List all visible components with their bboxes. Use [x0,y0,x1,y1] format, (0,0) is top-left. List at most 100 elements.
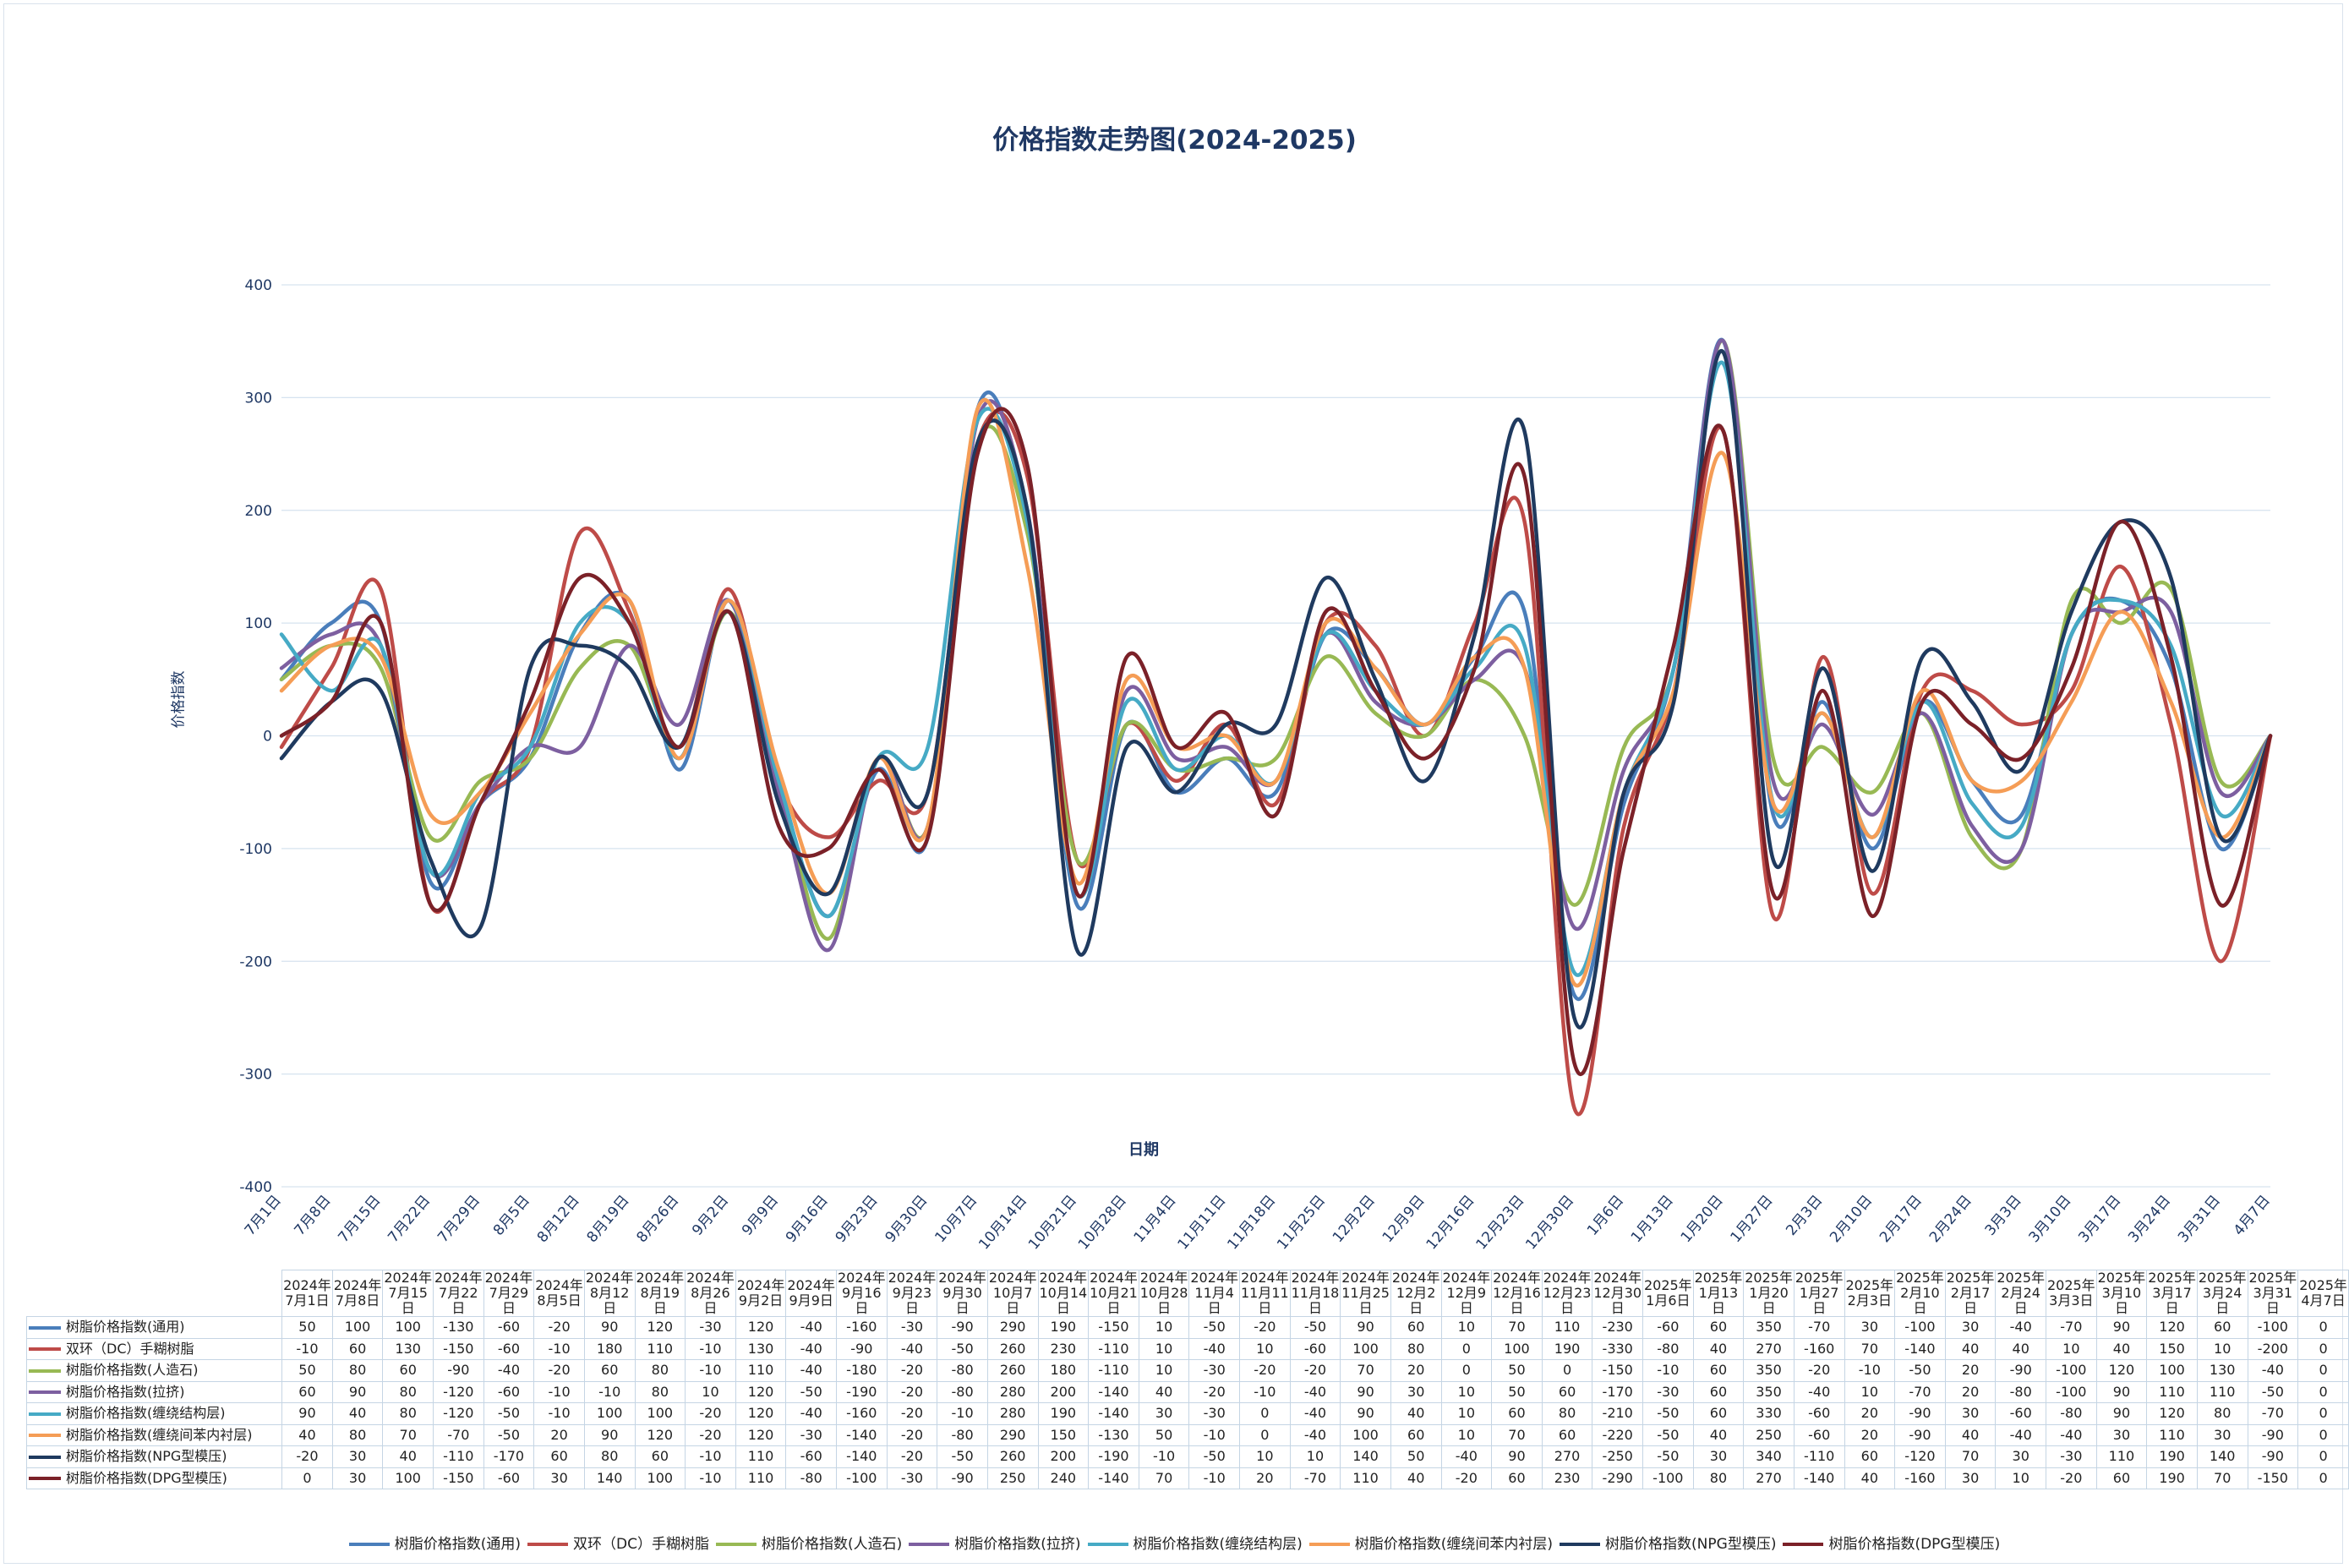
table-cell: -30 [685,1316,736,1339]
table-column-header: 2024年10月28日 [1138,1270,1190,1317]
table-cell: 50 [1491,1359,1543,1382]
x-tick-label: 12月30日 [1522,1192,1577,1253]
x-tick-label: 10月14日 [975,1192,1030,1253]
table-cell: 350 [1743,1380,1795,1403]
table-cell: -20 [886,1359,938,1382]
table-cell: 200 [1037,1445,1090,1468]
table-cell: -90 [937,1316,988,1339]
table-cell: 100 [382,1316,434,1339]
x-tick-label: 7月8日 [292,1192,335,1238]
table-cell: 270 [1743,1467,1795,1489]
table-cell: -70 [1894,1380,1946,1403]
x-tick-label: 12月9日 [1379,1192,1429,1246]
table-cell: 50 [1390,1445,1442,1468]
y-tick-label: 400 [245,277,272,294]
table-cell: 10 [1138,1316,1190,1339]
legend-key-swatch [29,1412,61,1416]
table-cell: -50 [785,1380,838,1403]
table-cell: -190 [1088,1445,1139,1468]
table-cell: -60 [785,1445,838,1468]
table-cell: 0 [1239,1402,1291,1425]
table-column-header: 2025年2月17日 [1944,1270,1997,1317]
table-cell: -100 [836,1467,888,1489]
x-tick-label: 11月25日 [1274,1192,1329,1253]
x-tick-label: 8月5日 [490,1192,533,1238]
table-cell: 20 [1844,1402,1896,1425]
table-column-header: 2024年9月30日 [937,1270,988,1317]
table-cell: -20 [1289,1359,1341,1382]
table-cell: 150 [2146,1337,2198,1360]
legend-label: 树脂价格指数(通用) [394,1536,522,1553]
table-cell: 110 [735,1467,787,1489]
table-cell: 30 [1944,1402,1997,1425]
table-cell: 60 [2095,1467,2148,1489]
table-cell: 90 [2095,1316,2148,1339]
table-cell: 110 [735,1445,787,1468]
table-cell: -40 [1440,1445,1493,1468]
table-cell: -150 [433,1337,484,1360]
y-tick-label: -200 [239,953,272,970]
table-cell: 80 [1390,1337,1442,1360]
table-cell: -50 [483,1402,535,1425]
table-row: 树脂价格指数(DPG型模压) 0 30 100 -150 -60 30 140 100 -10 11… [25,1467,2349,1489]
table-cell: -60 [1793,1402,1845,1425]
legend-swatch [1087,1543,1128,1546]
table-cell: 100 [634,1402,686,1425]
table-cell: -50 [937,1445,988,1468]
table-cell: -100 [1894,1316,1946,1339]
table-cell: 100 [1340,1423,1391,1446]
table-cell: -20 [2046,1467,2097,1489]
x-tick-label: 3月10日 [2025,1192,2074,1246]
table-cell: 30 [1844,1316,1896,1339]
table-cell: 100 [583,1402,636,1425]
table-cell: 20 [533,1423,585,1446]
table-cell: 30 [533,1467,585,1489]
table-cell: 270 [1541,1445,1593,1468]
table-cell: 120 [634,1316,686,1339]
y-tick-label: 200 [245,503,272,520]
table-column-header: 2025年1月20日 [1743,1270,1795,1317]
legend-swatch [1308,1543,1350,1546]
y-tick-label: 0 [263,729,272,746]
legend-key-swatch [29,1434,61,1438]
table-cell: 270 [1743,1337,1795,1360]
table-column-header: 2024年8月19日 [634,1270,686,1317]
table-cell: 90 [2095,1380,2148,1403]
table-cell: -100 [2046,1359,2097,1382]
x-tick-label: 9月30日 [882,1192,931,1246]
table-cell: -30 [886,1467,938,1489]
table-cell: 100 [382,1467,434,1489]
table-cell: 120 [2146,1402,2198,1425]
table-cell: 30 [1995,1445,2047,1468]
table-cell: -40 [2247,1359,2299,1382]
table-cell: 120 [735,1316,787,1339]
table-cell: -140 [1088,1402,1139,1425]
x-tick-label: 8月19日 [584,1192,633,1246]
table-cell: 80 [331,1359,384,1382]
table-cell: -90 [433,1359,484,1382]
series-line-2 [279,410,2273,1117]
table-cell: -70 [2247,1402,2299,1425]
table-cell: -80 [937,1380,988,1403]
table-cell: 10 [1138,1337,1190,1360]
table-cell: 30 [1138,1402,1190,1425]
table-cell: -80 [1995,1380,2047,1403]
table-cell: -90 [836,1337,888,1360]
table-cell: 40 [2095,1337,2148,1360]
table-cell: 290 [986,1423,1039,1446]
table-cell: 10 [1138,1359,1190,1382]
table-cell: -70 [2046,1316,2097,1339]
table-cell: -190 [836,1380,888,1403]
legend-label: 树脂价格指数(NPG型模压) [1605,1536,1777,1553]
table-cell: -90 [1995,1359,2047,1382]
table-cell: -50 [937,1337,988,1360]
table-cell: 10 [1844,1380,1896,1403]
table-cell: 80 [382,1380,434,1403]
table-cell: -20 [1188,1380,1241,1403]
table-cell: 10 [1440,1423,1493,1446]
table-cell: -20 [685,1423,736,1446]
table-cell: -150 [2247,1467,2299,1489]
table-cell: 80 [1692,1467,1745,1489]
table-column-header: 2024年12月30日 [1592,1270,1644,1317]
